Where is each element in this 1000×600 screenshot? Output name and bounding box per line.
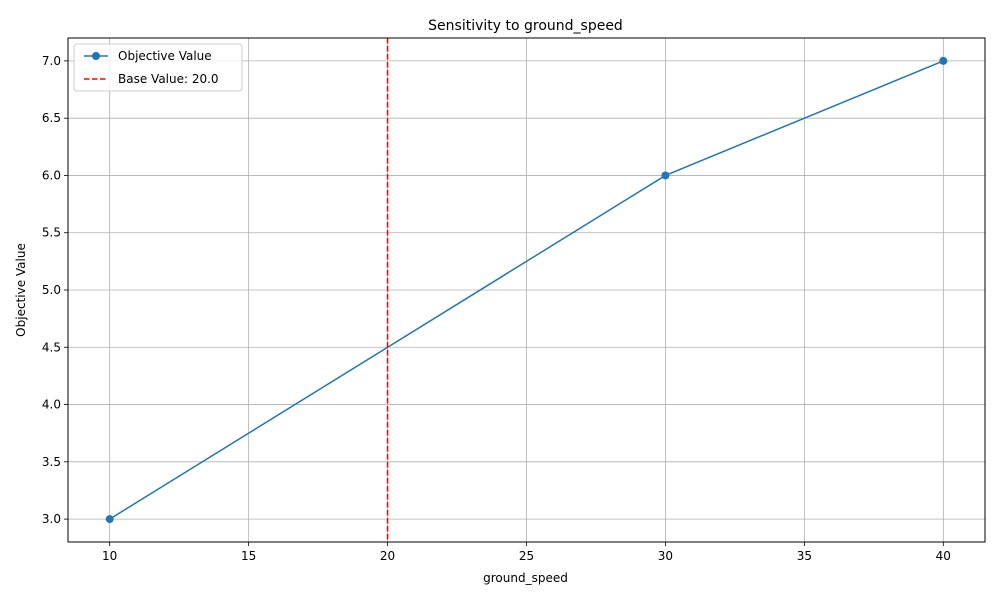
- y-axis-label: Objective Value: [14, 243, 28, 337]
- x-tick-label: 20: [380, 549, 395, 563]
- y-tick-label: 6.5: [42, 111, 61, 125]
- y-tick-label: 6.0: [42, 168, 61, 182]
- legend-label-base-value: Base Value: 20.0: [118, 72, 219, 86]
- y-tick-label: 4.5: [42, 340, 61, 354]
- x-tick-label: 40: [936, 549, 951, 563]
- data-point: [105, 515, 114, 524]
- y-tick-label: 7.0: [42, 54, 61, 68]
- chart-title: Sensitivity to ground_speed: [428, 18, 623, 34]
- legend: Objective Value Base Value: 20.0: [73, 43, 243, 92]
- data-point: [939, 56, 948, 65]
- legend-marker-objective-value: [92, 52, 100, 60]
- x-tick-label: 15: [241, 549, 256, 563]
- y-tick-label: 3.5: [42, 455, 61, 469]
- legend-box: [73, 43, 243, 92]
- y-tick-label: 5.0: [42, 283, 61, 297]
- x-tick-label: 35: [797, 549, 812, 563]
- y-tick-label: 3.0: [42, 512, 61, 526]
- plot-area: [105, 38, 948, 542]
- axis-ticks: 10 15 20 25 30 35 40 3.0 3.5 4.0 4.5 5.0 5.5 6.0 6.5 7.…: [42, 54, 951, 563]
- data-point: [661, 171, 670, 180]
- y-tick-label: 4.0: [42, 398, 61, 412]
- x-tick-label: 30: [658, 549, 673, 563]
- x-tick-label: 25: [519, 549, 534, 563]
- x-tick-label: 10: [102, 549, 117, 563]
- y-tick-label: 5.5: [42, 226, 61, 240]
- legend-label-objective-value: Objective Value: [118, 49, 212, 63]
- x-axis-label: ground_speed: [483, 571, 568, 585]
